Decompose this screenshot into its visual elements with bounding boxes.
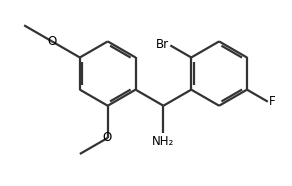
Text: Br: Br	[156, 38, 169, 51]
Text: F: F	[269, 95, 276, 108]
Text: O: O	[102, 131, 112, 144]
Text: NH₂: NH₂	[152, 135, 175, 148]
Text: O: O	[47, 35, 57, 48]
